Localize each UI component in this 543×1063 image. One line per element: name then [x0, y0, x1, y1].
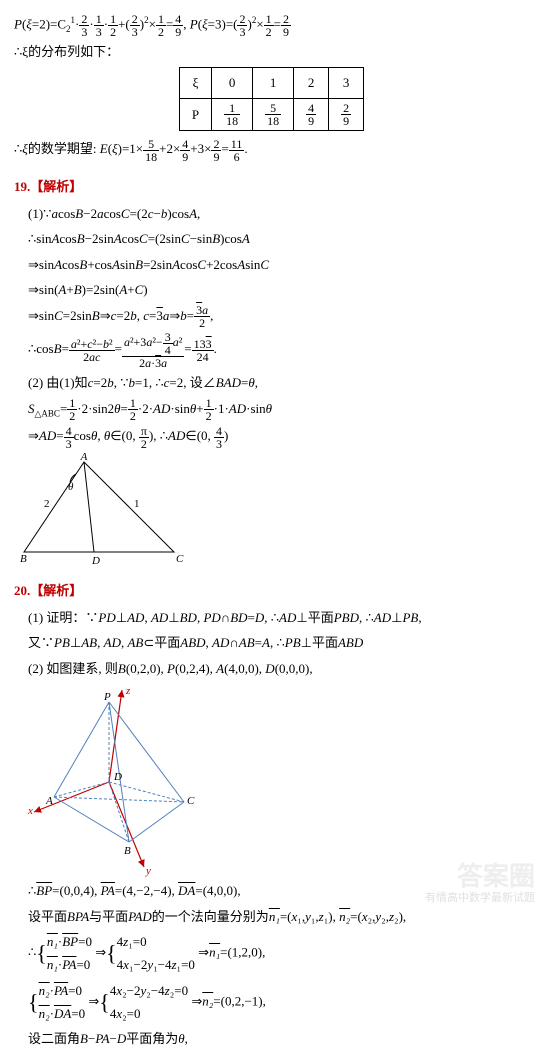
table-row: P 118 518 49 29 [179, 98, 363, 131]
q19-l7: (2) 由(1)知c=2b, ∵b=1, ∴c=2, 设∠BAD=θ, [14, 371, 529, 394]
cell: 3 [329, 68, 364, 98]
label-D: D [113, 771, 122, 783]
q19-l8: S△ABC=12·2·sin2θ=12·2·AD·sinθ+12·1·AD·si… [14, 397, 529, 423]
label-C: C [187, 795, 195, 807]
q19-l2: ∴sinAcosB−2sinAcosC=(2sinC−sinB)cosA [14, 227, 529, 250]
q20-sys2: {n₂·PA=0n₂·DA=0 ⇒{4x₂−2y₂−4z₂=04x₂=0 ⇒n₂… [14, 979, 529, 1026]
label-A: A [45, 795, 53, 807]
q19-l9: ⇒AD=43cosθ, θ∈(0, π2), ∴AD∈(0, 43) [14, 424, 529, 450]
q20-sys1: ∴{n₁·BP=0n₁·PA=0 ⇒{4z₁=04x₁−2y₁−4z₁=0 ⇒n… [14, 930, 529, 977]
cell: ξ [179, 68, 211, 98]
q19-heading: 19.【解析】 [14, 175, 529, 198]
label-B: B [124, 845, 131, 857]
cell: 49 [294, 98, 329, 131]
q19-l3: ⇒sinAcosB+cosAsinB=2sinAcosC+2cosAsinC [14, 253, 529, 276]
cell: 118 [212, 98, 253, 131]
label-y: y [145, 865, 151, 877]
label-x: x [27, 805, 33, 817]
cell: 1 [253, 68, 294, 98]
q20-l2: 又∵PB⊥AB, AD, AB⊂平面ABD, AD∩AB=A, ∴PB⊥平面AB… [14, 631, 529, 654]
top-line-1: P(ξ=2)=C21·23·13·12+(23)2×12=49, P(ξ=3)=… [14, 12, 529, 38]
label-z: z [125, 685, 131, 697]
cell: 0 [212, 68, 253, 98]
label-side2: 2 [44, 498, 50, 510]
q19-triangle-diagram: A B C D 2 1 θ [14, 452, 194, 567]
q20-l3: (2) 如图建系, 则B(0,2,0), P(0,2,4), A(4,0,0),… [14, 657, 529, 680]
q20-l6: 设二面角B−PA−D平面角为θ, [14, 1027, 529, 1050]
q20-l1: (1) 证明：∵PD⊥AD, AD⊥BD, PD∩BD=D, ∴AD⊥平面PBD… [14, 606, 529, 629]
q19-l4: ⇒sin(A+B)=2sin(A+C) [14, 278, 529, 301]
q19-l1: (1)∵acosB−2acosC=(2c−b)cosA, [14, 202, 529, 225]
cell: P [179, 98, 211, 131]
q20-l5: 设平面BPA与平面PAD的一个法向量分别为n₁=(x₁,y₁,z₁), n₂=(… [14, 905, 529, 928]
label-side1: 1 [134, 498, 140, 510]
q20-l4: ∴BP=(0,0,4), PA=(4,−2,−4), DA=(4,0,0), [14, 879, 529, 902]
label-theta: θ [68, 481, 74, 493]
q19-l6: ∴cosB=a²+c²−b²2ac=a²+3a²−34a²2a·3a=13324… [14, 331, 529, 369]
q20-solid-diagram: P A B D C x y z [24, 682, 224, 877]
q20-heading: 20.【解析】 [14, 579, 529, 602]
table-row: ξ 0 1 2 3 [179, 68, 363, 98]
expr: P [14, 16, 22, 31]
cell: 518 [253, 98, 294, 131]
top-line-2: ∴ξ的分布列如下： [14, 40, 529, 63]
cell: 29 [329, 98, 364, 131]
label-P: P [103, 691, 111, 703]
distribution-table: ξ 0 1 2 3 P 118 518 49 29 [179, 67, 364, 131]
cell: 2 [294, 68, 329, 98]
label-B: B [20, 553, 27, 565]
q19-l5: ⇒sinC=2sinB⇒c=2b, c=3a⇒b=3a2, [14, 304, 529, 330]
top-line-3: ∴ξ的数学期望: E(ξ)=1×518+2×49+3×29=116. [14, 137, 529, 163]
label-C: C [176, 553, 184, 565]
label-A: A [80, 452, 88, 463]
label-D: D [91, 555, 100, 567]
